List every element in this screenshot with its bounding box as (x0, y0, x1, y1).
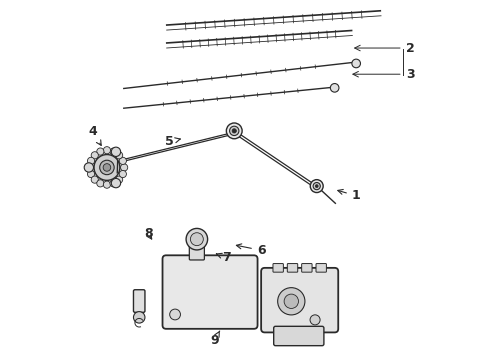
Text: 5: 5 (165, 135, 180, 148)
FancyBboxPatch shape (302, 264, 312, 272)
Circle shape (90, 150, 124, 185)
Text: 7: 7 (217, 251, 231, 264)
Circle shape (278, 288, 305, 315)
Circle shape (352, 59, 361, 68)
Circle shape (116, 152, 122, 159)
Circle shape (103, 147, 111, 154)
Circle shape (86, 164, 93, 171)
Circle shape (103, 164, 111, 171)
Circle shape (103, 181, 111, 188)
Circle shape (91, 176, 98, 183)
Circle shape (111, 179, 121, 188)
Circle shape (226, 123, 242, 139)
FancyBboxPatch shape (274, 326, 324, 346)
Circle shape (94, 154, 120, 180)
Circle shape (110, 148, 117, 155)
Circle shape (110, 180, 117, 187)
Circle shape (99, 160, 114, 175)
Circle shape (330, 84, 339, 92)
Circle shape (121, 164, 128, 171)
FancyBboxPatch shape (287, 264, 298, 272)
Circle shape (119, 157, 126, 165)
Circle shape (186, 228, 208, 250)
Circle shape (310, 315, 320, 325)
Text: 8: 8 (144, 227, 152, 240)
Text: 9: 9 (210, 331, 220, 347)
Circle shape (284, 294, 298, 309)
Text: 4: 4 (88, 125, 101, 145)
FancyBboxPatch shape (261, 268, 338, 332)
Circle shape (313, 183, 320, 190)
Circle shape (97, 180, 104, 187)
Circle shape (119, 170, 126, 177)
Circle shape (91, 152, 98, 159)
Circle shape (170, 309, 180, 320)
Text: 3: 3 (406, 68, 415, 81)
Circle shape (191, 233, 203, 246)
FancyBboxPatch shape (189, 240, 204, 260)
Circle shape (116, 176, 122, 183)
Circle shape (87, 157, 95, 165)
Circle shape (133, 312, 145, 323)
Circle shape (310, 180, 323, 193)
Circle shape (232, 129, 236, 133)
Circle shape (230, 126, 239, 135)
Circle shape (111, 147, 121, 157)
FancyBboxPatch shape (133, 290, 145, 312)
Text: 6: 6 (236, 244, 266, 257)
Text: 1: 1 (338, 189, 361, 202)
Circle shape (97, 148, 104, 155)
FancyBboxPatch shape (163, 255, 258, 329)
Circle shape (84, 163, 94, 172)
FancyBboxPatch shape (273, 264, 283, 272)
FancyBboxPatch shape (316, 264, 326, 272)
Text: 2: 2 (406, 41, 415, 54)
Circle shape (87, 170, 95, 177)
Circle shape (315, 185, 318, 188)
